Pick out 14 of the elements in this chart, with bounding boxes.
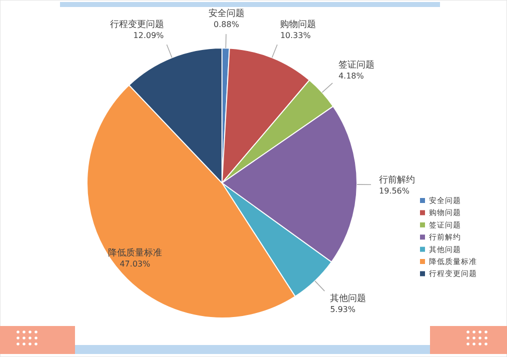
slice-label: 行前解约 [378,174,415,186]
data-label: 4.18% [338,72,364,81]
slice-label: 安全问题 [208,8,244,20]
slice-label: 其他问题 [330,292,366,304]
data-label: 12.09% [133,31,164,40]
slice-label: 购物问题 [280,19,316,30]
data-label: 19.56% [378,186,410,196]
slice-label: 行程变更问题 [110,19,164,30]
slice-label: 签证问题 [338,60,374,71]
data-label: 5.93% [330,304,356,314]
data-label: 47.03% [120,259,151,268]
slice-label: 降低质量标准 [108,247,162,258]
data-label: 10.33% [280,31,312,40]
data-label: 0.88% [214,20,240,30]
